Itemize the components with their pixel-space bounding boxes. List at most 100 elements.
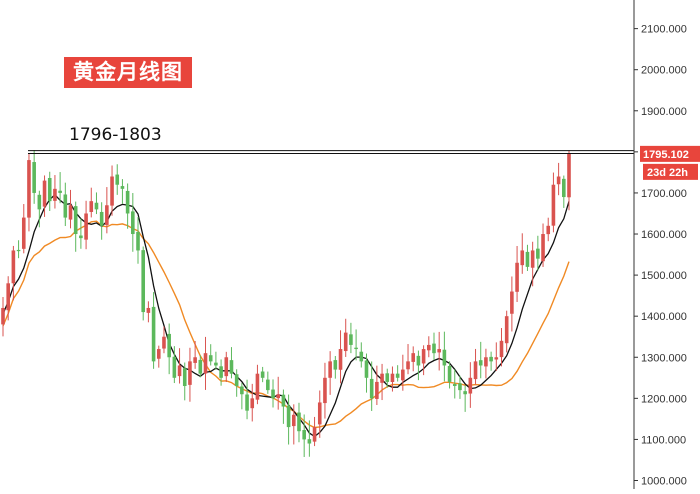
candle-body: [484, 357, 488, 367]
price-tick-label: 2000.000: [641, 65, 687, 77]
candle-body: [291, 414, 296, 427]
candle-body: [125, 190, 130, 214]
candle-body: [354, 347, 358, 350]
candle-body: [349, 334, 353, 345]
candle-body: [141, 250, 146, 313]
candle-body: [520, 250, 525, 266]
candle-body: [156, 349, 161, 359]
chart-title: 黄金月线图: [64, 57, 192, 88]
candle-body: [510, 291, 514, 314]
candle-body: [338, 349, 343, 370]
candle-body: [499, 340, 504, 358]
candle-body: [473, 361, 478, 380]
resistance-zone-label: 1796-1803: [69, 125, 162, 145]
candle-body: [302, 430, 306, 440]
candle-body: [105, 205, 109, 225]
candle-body: [16, 249, 21, 252]
ma-fast-line: [2, 193, 570, 438]
candle-body: [11, 250, 16, 284]
candle-body: [136, 231, 140, 251]
candle-body: [266, 379, 270, 391]
candle-body: [478, 360, 483, 366]
price-tick-label: 1600.000: [641, 229, 687, 241]
candle-body: [323, 377, 327, 404]
candle-body: [421, 349, 426, 364]
countdown-value: 23d 22h: [647, 167, 688, 179]
candle-body: [182, 368, 187, 387]
price-axis-bg: [634, 0, 700, 489]
price-tag: [640, 145, 700, 162]
candle-body: [110, 176, 114, 206]
candle-body: [536, 248, 540, 259]
candle-body: [312, 427, 317, 442]
price-tick-label: 1300.000: [641, 352, 687, 364]
candle-body: [504, 316, 509, 344]
candle-body: [328, 361, 332, 378]
candle-body: [203, 353, 208, 374]
candle-body: [530, 250, 535, 268]
candle-body: [115, 174, 120, 185]
candle-body: [333, 360, 338, 370]
candle-body: [556, 176, 561, 185]
candle-body: [47, 177, 52, 202]
candle-body: [343, 332, 348, 352]
candle-body: [99, 211, 104, 226]
candle-body: [271, 389, 275, 399]
candle-body: [432, 343, 436, 354]
candle-body: [546, 225, 551, 235]
candle-body: [307, 439, 312, 444]
price-tick-label: 1000.000: [641, 476, 687, 488]
candle-body: [89, 201, 94, 212]
candle-body: [375, 381, 379, 399]
candle-body: [27, 160, 31, 218]
candle-body: [172, 356, 177, 378]
candle-body: [416, 355, 421, 366]
candle-body: [395, 373, 400, 378]
candle-body: [193, 357, 197, 363]
price-tick-label: 1500.000: [641, 270, 687, 282]
candle-body: [489, 356, 493, 362]
candle-body: [458, 383, 462, 391]
candle-body: [53, 188, 57, 201]
candle-body: [463, 391, 467, 395]
candle-body: [32, 162, 36, 193]
candle-body: [437, 349, 441, 353]
candle-body: [317, 402, 322, 425]
candle-body: [6, 283, 10, 311]
price-tick-label: 1900.000: [641, 106, 687, 118]
countdown-tag: [643, 163, 698, 180]
price-tick-label: 1200.000: [641, 393, 687, 405]
candle-body: [214, 362, 218, 366]
candle-body: [567, 153, 571, 198]
price-tick-label: 1700.000: [641, 188, 687, 200]
candle-body: [167, 333, 171, 358]
candle-body: [79, 235, 83, 239]
candle-body: [406, 361, 410, 370]
candle-body: [385, 373, 390, 382]
candle-body: [515, 262, 519, 292]
candle-body: [177, 365, 182, 377]
candle-body: [468, 377, 473, 394]
candle-body: [380, 373, 384, 383]
candle-body: [240, 386, 244, 395]
candle-body: [551, 184, 556, 226]
candle-body: [359, 351, 364, 362]
price-tick-label: 1100.000: [641, 434, 686, 446]
candle-body: [281, 394, 286, 407]
candle-body: [21, 217, 26, 249]
candle-body: [286, 405, 291, 428]
ma-slow-line: [2, 220, 570, 429]
candle-body: [151, 306, 156, 362]
candle-body: [94, 202, 99, 210]
candle-body: [364, 360, 369, 378]
candle-body: [234, 374, 239, 387]
candle-body: [120, 186, 125, 189]
candle-body: [37, 194, 42, 210]
candle-body: [131, 211, 135, 235]
candle-body: [297, 412, 301, 432]
candle-body: [390, 373, 395, 382]
candle-body: [68, 205, 73, 220]
candle-body: [442, 349, 447, 366]
